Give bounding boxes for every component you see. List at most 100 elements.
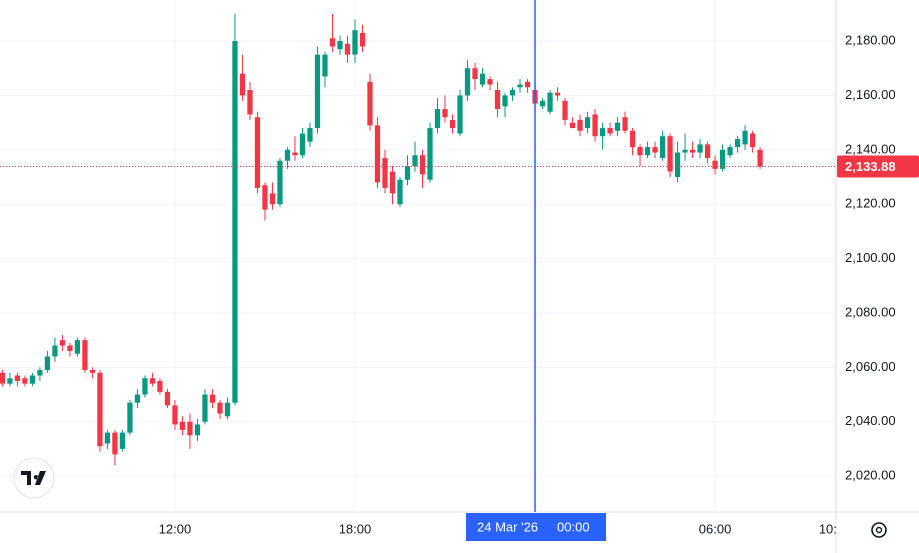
overlay: 2,133.88 24 Mar '26 00:00	[0, 0, 919, 541]
x-tick-label: 18:00	[339, 521, 372, 536]
candle-body	[487, 79, 493, 85]
candle-body	[322, 54, 328, 77]
candle-body	[622, 117, 628, 131]
candle-body	[742, 130, 748, 145]
candle-body	[22, 378, 28, 384]
candle-body	[479, 73, 486, 85]
candle-body	[307, 128, 313, 142]
candle-body	[344, 43, 351, 55]
candle-body	[629, 130, 636, 148]
candle-body	[442, 109, 448, 118]
y-tick-label: 2,120.00	[845, 196, 896, 211]
candle-body	[697, 144, 703, 153]
candle-body	[374, 125, 381, 183]
candle-body	[554, 92, 561, 96]
candle-body	[112, 432, 118, 455]
candle-body	[337, 41, 343, 50]
candle-body	[614, 122, 621, 131]
y-tick-label: 2,060.00	[845, 359, 896, 374]
candle-body	[224, 402, 231, 417]
candle-body	[599, 128, 606, 137]
y-tick-label: 2,020.00	[845, 468, 896, 483]
candle-body	[427, 128, 433, 180]
candle-body	[299, 133, 306, 156]
candle-body	[269, 193, 276, 205]
candle-body	[314, 54, 321, 129]
y-tick-label: 2,160.00	[845, 87, 896, 102]
candle-body	[157, 380, 163, 392]
crosshair-time: 00:00	[557, 519, 590, 534]
candle-body	[404, 166, 411, 180]
candle-body	[517, 84, 523, 88]
candle-body	[59, 340, 66, 346]
candle-body	[127, 402, 133, 433]
price-axis: 2,020.00 2,040.00 2,060.00 2,080.00 2,100.00…	[845, 32, 896, 482]
candle-body	[464, 68, 471, 96]
candle-body	[524, 81, 531, 88]
candle-body	[232, 41, 238, 403]
candle-body	[29, 375, 36, 384]
candle-body	[397, 179, 403, 205]
candle-body	[757, 149, 763, 167]
candle-body	[547, 92, 553, 112]
last-price-label: 2,133.88	[845, 159, 896, 174]
candle-body	[247, 90, 253, 115]
candle-body	[194, 424, 201, 436]
candle-body	[412, 155, 418, 167]
grid	[0, 0, 836, 512]
y-tick-label: 2,140.00	[845, 141, 896, 156]
candle-body	[352, 30, 358, 55]
candle-body	[367, 81, 373, 126]
candle-body	[217, 402, 223, 414]
candle-body	[67, 345, 73, 352]
candle-body	[209, 394, 216, 403]
candle-body	[562, 100, 568, 120]
candle-body	[502, 95, 508, 107]
candle-body	[179, 421, 186, 430]
candle-body	[719, 149, 726, 169]
candle-body	[637, 147, 643, 156]
candle-body	[359, 32, 366, 47]
candle-body	[644, 147, 651, 156]
candle-body	[584, 117, 591, 129]
crosshair-box	[466, 513, 607, 541]
candle-body	[749, 133, 756, 148]
candle-body	[389, 171, 396, 194]
y-tick-label: 2,040.00	[845, 413, 896, 428]
crosshair-date: 24 Mar '26	[477, 519, 538, 534]
candle-body	[239, 73, 246, 96]
candle-body	[172, 405, 178, 425]
y-tick-label: 2,100.00	[845, 250, 896, 265]
candle-body	[262, 185, 268, 210]
candle-body	[7, 378, 13, 384]
candle-body	[187, 421, 193, 436]
last-price-box	[837, 155, 919, 178]
candle-body	[457, 95, 463, 134]
candle-body	[652, 147, 658, 153]
candle-body	[149, 378, 156, 384]
candle-body	[104, 432, 111, 444]
x-tick-label: 10:00	[819, 521, 852, 536]
settings-icon[interactable]	[871, 522, 887, 538]
candle-body	[164, 391, 171, 406]
time-axis: 12:00 18:00 06:00 10:00	[159, 521, 852, 536]
candle-body	[607, 128, 613, 134]
candle-body	[292, 152, 298, 156]
tv-logo	[13, 457, 55, 499]
y-tick-label: 2,180.00	[845, 32, 896, 47]
y-tick-label: 2,080.00	[845, 304, 896, 319]
candle-body	[74, 340, 81, 354]
candle-body	[704, 144, 711, 158]
candle-body	[14, 375, 21, 381]
candle-body	[494, 90, 501, 110]
candle-body	[449, 119, 456, 129]
candle-body	[89, 370, 96, 373]
candle-body	[142, 378, 148, 395]
candle-body	[202, 394, 208, 422]
candle-body	[97, 372, 103, 447]
candle-body	[82, 340, 88, 371]
candle-body	[734, 138, 741, 148]
candle-body	[329, 38, 336, 47]
candle-body	[472, 68, 478, 80]
